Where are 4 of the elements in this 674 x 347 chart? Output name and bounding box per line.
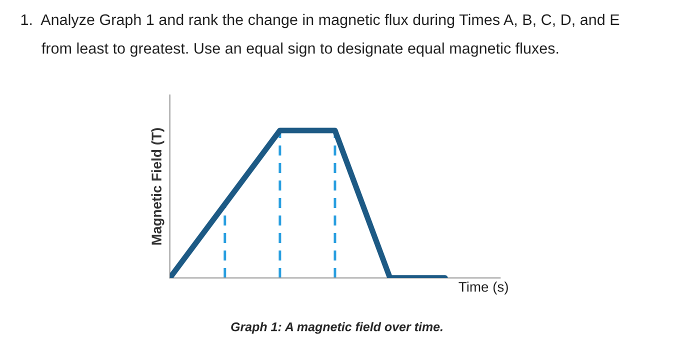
caption: Graph 1: A magnetic field over time.	[231, 322, 442, 334]
x-axis-title: Time (s)	[458, 282, 508, 295]
y-axis-title: Magnetic Field (T)	[151, 128, 164, 245]
chart-title: 1. Analyze Graph 1 and rank the change in magnetic flux during Times A, B, C, D, and E from least to greatest. Use an equal sign to designate equal magnetic fluxes.	[21, 14, 620, 57]
